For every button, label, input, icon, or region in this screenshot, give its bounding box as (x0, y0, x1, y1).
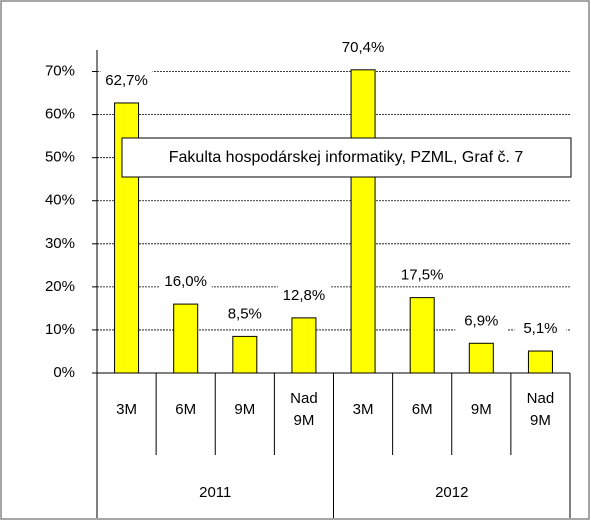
value-label: 6,9% (464, 312, 498, 329)
bar (527, 350, 553, 374)
x-tick-label: 9M (471, 401, 492, 418)
value-label: 16,0% (164, 273, 207, 290)
value-label-bg (100, 70, 153, 91)
value-label-bg (277, 285, 330, 306)
x-tick-label: Nad 9M (290, 390, 318, 429)
group-label: 2012 (435, 484, 468, 501)
bar (350, 69, 376, 374)
annotation: Fakulta hospodárskej informatiky, PZML, … (169, 149, 524, 166)
x-tick-label: 3M (353, 401, 374, 418)
value-label: 12,8% (283, 287, 326, 304)
x-tick-label: Nad 9M (527, 390, 555, 429)
value-label: 62,7% (105, 72, 148, 89)
bar (468, 342, 494, 374)
y-tick-label: 70% (45, 63, 75, 80)
value-label-bg (159, 272, 212, 293)
x-tick-label: 9M (234, 401, 255, 418)
y-tick-label: 20% (45, 278, 75, 295)
value-label: 17,5% (401, 267, 444, 284)
value-label-bg (514, 319, 567, 340)
group-label: 2011 (199, 484, 231, 501)
bar (291, 317, 317, 374)
bar (409, 297, 435, 374)
x-tick-label: 3M (116, 401, 137, 418)
value-label: 5,1% (523, 320, 557, 337)
y-tick-label: 30% (45, 235, 75, 252)
value-label-bg (337, 37, 390, 58)
value-label: 8,5% (228, 305, 262, 322)
x-tick-label: 6M (175, 401, 196, 418)
value-label-bg (218, 304, 271, 325)
y-tick-label: 0% (53, 364, 75, 381)
value-label-bg (396, 265, 449, 286)
value-label: 70,4% (342, 39, 385, 56)
x-tick-label: 6M (412, 401, 433, 418)
y-tick-label: 40% (45, 192, 75, 209)
annotation-box (121, 137, 572, 178)
y-tick-label: 60% (45, 106, 75, 123)
y-tick-label: 50% (45, 149, 75, 166)
value-label-bg (455, 311, 508, 332)
bar (232, 335, 258, 374)
y-tick-label: 10% (45, 321, 75, 338)
bar (173, 303, 199, 374)
